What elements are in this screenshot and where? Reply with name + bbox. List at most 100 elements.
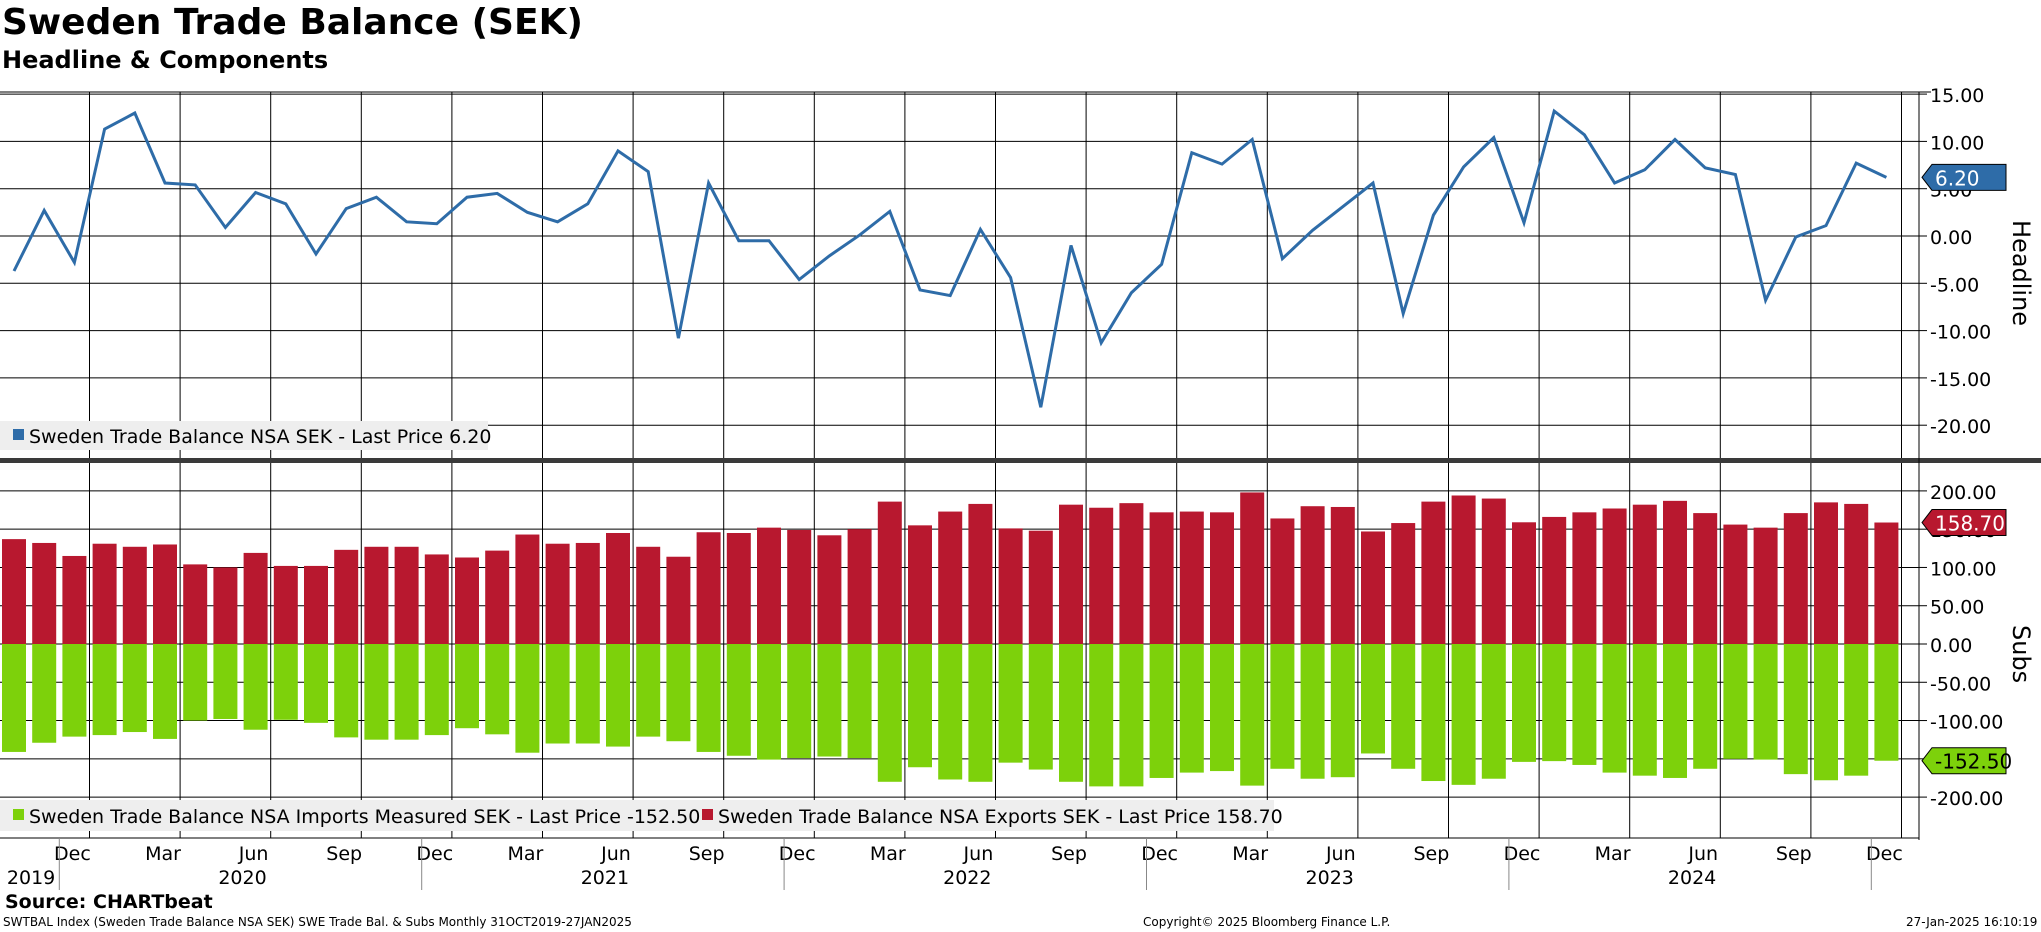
exports-bar [1028,530,1053,644]
exports-bar [545,543,570,644]
exports-bar [515,534,540,644]
subs-legend-box [0,800,1274,831]
x-month-label: Sep [689,843,725,865]
exports-bar [787,529,812,644]
x-month-label: Jun [600,843,631,865]
chart-title: Sweden Trade Balance (SEK) [2,2,583,43]
imports-bar [1844,644,1869,776]
exports-bar [2,539,26,644]
x-month-label: Jun [1325,843,1356,865]
imports-bar [1572,644,1597,765]
imports-bar [1391,644,1416,769]
imports-bar [424,644,449,736]
y-tick-label: -200.00 [1930,788,2003,810]
exports-bar [998,528,1023,644]
y-tick-label: -100.00 [1930,712,2003,734]
imports-bar [304,644,328,723]
imports-bar [757,644,781,760]
imports-bar [364,644,389,740]
exports-bar [424,554,449,644]
y-tick-label: 15.00 [1930,85,1984,107]
imports-bar [1089,644,1114,787]
exports-bar [394,546,419,644]
exports-bar [62,555,87,644]
imports-bar [606,644,630,747]
exports-bar [1270,518,1295,644]
x-year-label: 2020 [218,867,266,889]
x-month-label: Mar [145,843,181,865]
legend-layer: Sweden Trade Balance NSA SEK - Last Pric… [0,421,1283,831]
imports-bar [1300,644,1325,779]
x-month-label: Dec [1141,843,1178,865]
exports-bar [847,529,872,644]
imports-bar [1753,644,1778,760]
imports-bar [515,644,540,753]
imports-bar [998,644,1023,763]
panel-separator [0,458,2041,463]
footer-copyright: Copyright© 2025 Bloomberg Finance L.P. [1143,915,1391,929]
x-year-label: 2022 [943,867,991,889]
imports-bar [545,644,570,744]
exports-bar [243,552,268,644]
imports-last-value-tag-shape [1921,747,2007,775]
exports-bar [1361,531,1385,644]
x-month-label: Dec [1504,843,1541,865]
x-month-label: Jun [238,843,269,865]
exports-bar [1632,504,1657,644]
headline-legend-swatch [13,429,24,440]
imports-bar [817,644,842,757]
imports-bar [213,644,238,720]
exports-last-value-tag-shape [1921,509,2007,537]
exports-bar [938,511,963,644]
imports-bar [153,644,177,739]
exports-bar [153,544,177,644]
exports-bar [1451,495,1476,644]
exports-bar [485,550,510,644]
exports-bar [606,533,630,644]
exports-bar [273,565,298,644]
imports-bar [666,644,691,742]
bars-layer [2,492,1899,787]
exports-bar [1814,502,1838,644]
x-month-label: Mar [1232,843,1268,865]
exports-bar [757,527,781,644]
exports-bar [1693,513,1718,644]
imports-bar [455,644,479,729]
exports-bar [636,546,661,644]
y-tick-label: 10.00 [1930,132,1984,154]
y-tick-label: -50.00 [1930,673,1991,695]
imports-bar [1693,644,1718,769]
imports-legend-label: Sweden Trade Balance NSA Imports Measure… [29,806,700,828]
imports-bar [1059,644,1083,782]
imports-bar [183,644,208,721]
imports-bar [1179,644,1204,773]
imports-bar [1602,644,1627,773]
imports-bar [908,644,932,768]
exports-bar [908,525,932,644]
imports-bar [575,644,600,744]
exports-bar [1874,522,1899,644]
x-year-label: 2023 [1306,867,1354,889]
y-tick-label: -5.00 [1930,274,1979,296]
exports-bar [1330,506,1355,644]
x-month-label: Dec [54,843,91,865]
headline-last-value-tag: 6.20 [1935,166,1980,190]
exports-bar [1149,512,1174,644]
x-month-label: Dec [779,843,816,865]
exports-bar [1179,511,1204,644]
y-tick-label: -20.00 [1930,416,1991,438]
imports-bar [1451,644,1476,785]
exports-bar [213,567,238,644]
panel-label-subs: Subs [2007,625,2035,683]
imports-bar [32,644,57,743]
exports-bar [666,556,691,644]
x-month-label: Sep [1051,843,1087,865]
x-year-label: 2024 [1668,867,1716,889]
exports-bar [1059,504,1083,644]
footer-timestamp: 27-Jan-2025 16:10:19 [1906,915,2038,929]
imports-bar [1783,644,1808,775]
exports-bar [122,546,147,644]
exports-bar [1663,500,1687,644]
exports-bar [1119,503,1144,644]
